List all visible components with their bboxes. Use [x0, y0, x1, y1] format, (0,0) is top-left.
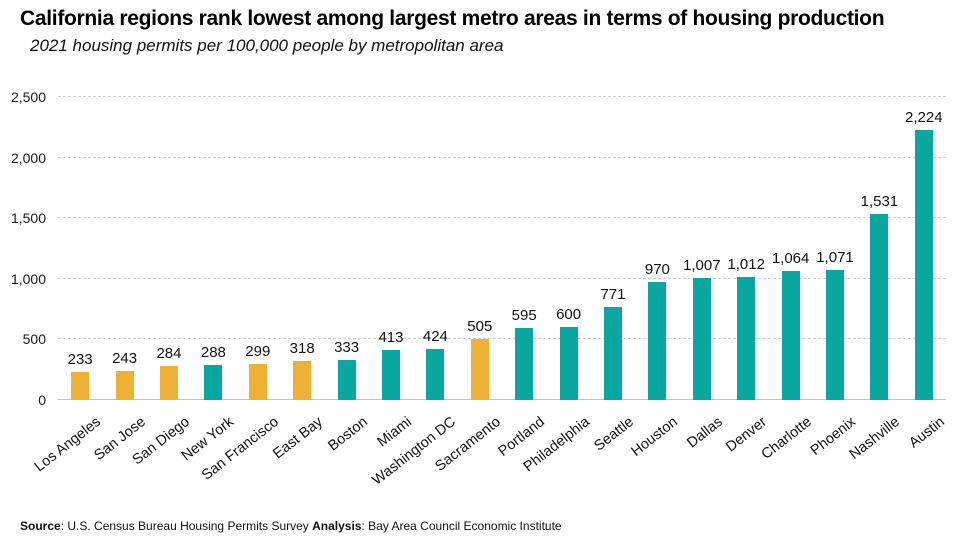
bar-group-houston: 970 [635, 261, 679, 400]
bar-group-austin: 2,224 [902, 109, 946, 400]
bar-group-portland: 595 [502, 307, 546, 400]
bar-value-san-diego: 284 [156, 344, 182, 362]
bar-value-east-bay: 318 [289, 340, 315, 358]
analysis-text: : Bay Area Council Economic Institute [361, 519, 562, 533]
x-axis-labels: Los Angeles San Jose San Diego New York San … [32, 404, 948, 516]
bar-sacramento [470, 338, 489, 400]
chart-subtitle: 2021 housing permits per 100,000 people … [30, 36, 504, 55]
bar-san-diego [159, 365, 178, 400]
bar-value-miami: 413 [378, 328, 404, 346]
x-axis-line [58, 399, 946, 400]
bar-group-san-jose: 243 [102, 350, 146, 400]
bar-value-new-york: 288 [200, 344, 226, 362]
bar-value-austin: 2,224 [905, 109, 943, 127]
bar-group-nashville: 1,531 [857, 193, 901, 400]
y-tick-label-1500: 1,500 [10, 210, 46, 227]
bar-value-dallas: 1,007 [683, 256, 721, 274]
bar-group-east-bay: 318 [280, 340, 324, 400]
bar-value-san-francisco: 299 [245, 342, 271, 360]
bar-san-francisco [248, 363, 267, 400]
bar-san-jose [115, 370, 134, 400]
bar-portland [515, 327, 534, 400]
y-tick-label-2500: 2,500 [10, 89, 46, 105]
bar-charlotte [781, 271, 800, 400]
bar-east-bay [293, 361, 312, 400]
bar-value-charlotte: 1,064 [771, 250, 810, 268]
bar-value-nashville: 1,531 [860, 193, 899, 211]
plot-area: 233 243 284 288 299 318 333 413 424 505 595 600 771 9… [58, 96, 946, 400]
y-tick-label-500: 500 [22, 331, 46, 348]
bar-value-san-jose: 243 [112, 349, 138, 367]
bar-group-denver: 1,012 [724, 256, 768, 400]
bar-group-dallas: 1,007 [680, 257, 724, 400]
bar-new-york [204, 365, 223, 400]
bar-group-philadelphia: 600 [546, 306, 590, 400]
bar-group-san-francisco: 299 [236, 343, 280, 400]
bar-value-denver: 1,012 [727, 256, 765, 274]
gridline-2000 [58, 156, 946, 158]
y-tick-label-2000: 2,000 [10, 149, 46, 166]
bar-group-miami: 413 [369, 329, 413, 400]
bar-washington-dc [426, 348, 445, 400]
bar-nashville [870, 214, 889, 400]
bar-denver [737, 277, 756, 400]
analysis-label: Analysis [312, 519, 362, 533]
bar-group-sacramento: 505 [458, 318, 502, 400]
bar-value-boston: 333 [334, 338, 360, 356]
bar-value-philadelphia: 600 [556, 306, 582, 324]
chart-title: California regions rank lowest among lar… [20, 7, 885, 30]
bar-houston [648, 282, 667, 400]
bar-value-portland: 595 [511, 306, 537, 324]
y-tick-label-0: 0 [38, 392, 46, 408]
bar-austin [914, 130, 933, 400]
bar-philadelphia [559, 327, 578, 400]
source-label: Source [20, 519, 61, 533]
bar-value-phoenix: 1,071 [816, 249, 854, 267]
bar-phoenix [825, 270, 844, 400]
y-tick-label-1000: 1,000 [10, 270, 46, 287]
bar-value-seattle: 771 [600, 285, 626, 303]
bar-group-phoenix: 1,071 [813, 249, 857, 400]
y-axis: 0 500 1,000 1,500 2,000 2,500 [0, 89, 46, 408]
bar-seattle [603, 306, 622, 400]
bar-boston [337, 359, 356, 400]
bar-group-washington-dc: 424 [413, 328, 457, 400]
gridline-1500 [58, 217, 946, 219]
gridline-1000 [58, 277, 946, 279]
gridline-500 [58, 338, 946, 340]
bar-group-boston: 333 [324, 339, 368, 400]
bar-group-san-diego: 284 [147, 345, 191, 400]
bar-miami [381, 349, 400, 400]
bar-group-seattle: 771 [591, 286, 635, 400]
bar-value-houston: 970 [644, 261, 670, 279]
bar-group-charlotte: 1,064 [768, 250, 812, 400]
source-text: : U.S. Census Bureau Housing Permits Sur… [60, 519, 313, 533]
bar-group-new-york: 288 [191, 344, 235, 400]
bar-group-los-angeles: 233 [58, 351, 102, 400]
gridline-2500 [58, 96, 946, 97]
bar-los-angeles [71, 371, 90, 400]
bar-value-sacramento: 505 [467, 317, 493, 335]
bar-value-washington-dc: 424 [422, 327, 448, 345]
bar-dallas [692, 277, 711, 400]
bar-value-los-angeles: 233 [67, 350, 93, 368]
source-note: Source: U.S. Census Bureau Housing Permi… [20, 519, 562, 533]
